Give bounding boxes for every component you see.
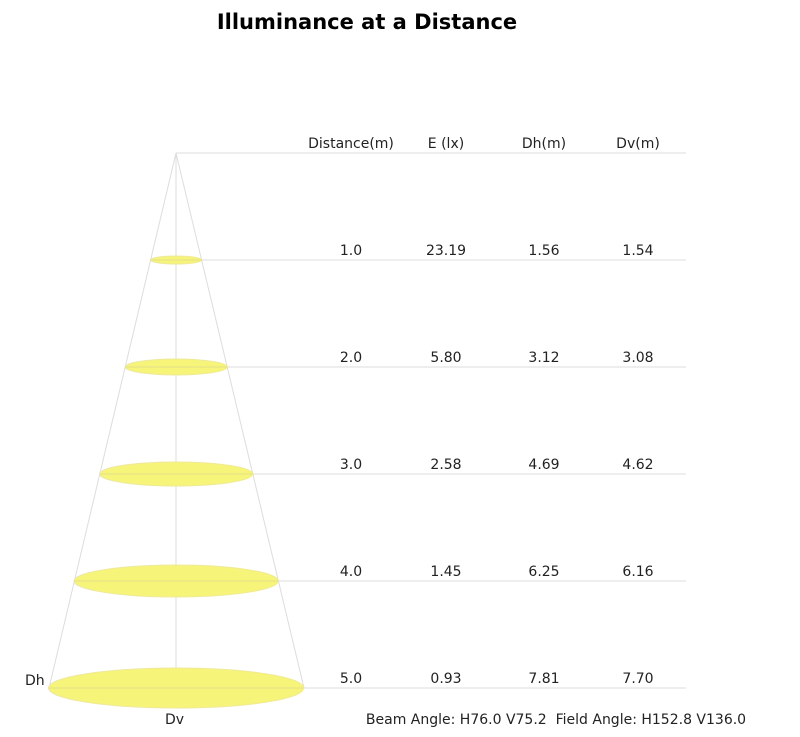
cell-e: 0.93	[430, 671, 461, 687]
cell-e: 23.19	[426, 243, 466, 259]
cell-dv: 7.70	[622, 671, 653, 687]
header-distance: Distance(m)	[308, 136, 394, 152]
beam-field-angle: Beam Angle: H76.0 V75.2 Field Angle: H15…	[366, 712, 746, 728]
dv-label: Dv	[165, 712, 184, 728]
cell-dh: 3.12	[528, 350, 559, 366]
cell-distance: 1.0	[340, 243, 362, 259]
cell-e: 5.80	[430, 350, 461, 366]
header-dv: Dv(m)	[616, 136, 660, 152]
header-dh: Dh(m)	[522, 136, 566, 152]
cell-e: 2.58	[430, 457, 461, 473]
cell-distance: 5.0	[340, 671, 362, 687]
cell-dh: 1.56	[528, 243, 559, 259]
cell-dv: 3.08	[622, 350, 653, 366]
cell-distance: 3.0	[340, 457, 362, 473]
cell-distance: 2.0	[340, 350, 362, 366]
header-e: E (lx)	[428, 136, 464, 152]
cell-dh: 4.69	[528, 457, 559, 473]
cell-dh: 6.25	[528, 564, 559, 580]
cell-distance: 4.0	[340, 564, 362, 580]
diagram-title: Illuminance at a Distance	[217, 10, 517, 34]
cell-dv: 1.54	[622, 243, 653, 259]
dh-label: Dh	[25, 673, 45, 689]
cone-edge-right	[175, 152, 305, 689]
cone-edge-left	[48, 152, 177, 689]
cell-dh: 7.81	[528, 671, 559, 687]
cell-dv: 4.62	[622, 457, 653, 473]
cell-dv: 6.16	[622, 564, 653, 580]
cell-e: 1.45	[430, 564, 461, 580]
